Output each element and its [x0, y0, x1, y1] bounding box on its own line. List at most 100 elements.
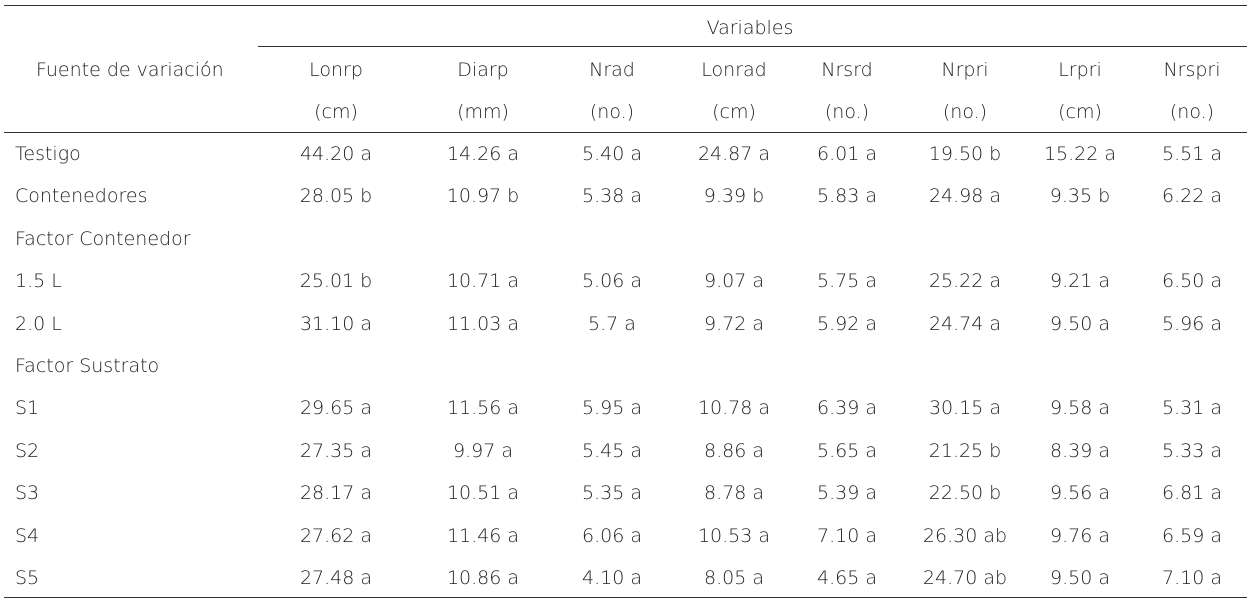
column-unit: (mm) — [457, 101, 509, 123]
column-unit: (cm) — [314, 101, 358, 123]
cell: 9.21 a — [1050, 270, 1110, 293]
cell: 6.59 a — [1162, 524, 1222, 547]
column-unit: (no.) — [589, 101, 635, 123]
column-unit: (no.) — [942, 101, 988, 123]
row-label: S4 — [15, 524, 40, 547]
cell: 6.81 a — [1162, 482, 1222, 505]
cell: 26.30 ab — [922, 524, 1008, 547]
bottom-rule — [4, 597, 1247, 598]
cell: 27.35 a — [299, 439, 373, 462]
row-label: S2 — [15, 439, 40, 462]
cell: 15.22 a — [1043, 143, 1117, 165]
cell: 5.7 a — [588, 312, 636, 335]
cell: 9.50 a — [1050, 567, 1110, 589]
cell: 11.46 a — [446, 524, 520, 547]
cell: 8.39 a — [1050, 439, 1110, 462]
column-name: Lrpri — [1058, 59, 1102, 81]
cell: 10.97 b — [446, 185, 520, 208]
cell: 9.72 a — [704, 312, 764, 335]
cell: 9.97 a — [453, 439, 513, 462]
cell: 4.10 a — [582, 567, 642, 589]
top-rule — [4, 5, 1247, 6]
cell: 6.39 a — [817, 397, 877, 420]
cell: 9.39 b — [703, 185, 765, 208]
cell: 5.92 a — [817, 312, 877, 335]
cell: 22.50 b — [928, 482, 1002, 505]
cell: 6.06 a — [582, 524, 642, 547]
column-name: Lonrp — [309, 59, 363, 81]
row-header: Fuente de variación — [36, 59, 224, 81]
column-unit: (no.) — [824, 101, 870, 123]
row-label: 1.5 L — [15, 270, 62, 293]
cell: 27.62 a — [299, 524, 373, 547]
cell: 24.87 a — [697, 143, 771, 165]
column-unit: (cm) — [712, 101, 756, 123]
cell: 27.48 a — [299, 567, 373, 589]
cell: 10.71 a — [446, 270, 520, 293]
cell: 21.25 b — [928, 439, 1002, 462]
cell: 5.83 a — [817, 185, 877, 208]
cell: 5.40 a — [582, 143, 642, 165]
cell: 8.05 a — [704, 567, 764, 589]
header-rule — [4, 132, 1247, 133]
cell: 9.76 a — [1050, 524, 1110, 547]
row-label: S3 — [15, 482, 40, 505]
column-name: Nrspri — [1163, 59, 1221, 81]
column-unit: (cm) — [1058, 101, 1102, 123]
cell: 10.53 a — [697, 524, 771, 547]
cell: 5.31 a — [1162, 397, 1222, 420]
cell: 24.70 ab — [922, 567, 1008, 589]
cell: 44.20 a — [299, 143, 373, 165]
column-name: Nrsrd — [821, 59, 873, 81]
cell: 7.10 a — [1162, 567, 1222, 589]
group-header: Variables — [706, 17, 794, 39]
row-label: Testigo — [15, 143, 81, 165]
cell: 11.03 a — [446, 312, 520, 335]
cell: 25.22 a — [928, 270, 1002, 293]
cell: 19.50 b — [928, 143, 1002, 165]
cell: 29.65 a — [299, 397, 373, 420]
cell: 6.01 a — [817, 143, 877, 165]
cell: 25.01 b — [299, 270, 373, 293]
cell: 5.35 a — [582, 482, 642, 505]
cell: 9.35 b — [1049, 185, 1111, 208]
cell: 5.38 a — [582, 185, 642, 208]
cell: 8.78 a — [704, 482, 764, 505]
row-label: Factor Sustrato — [15, 355, 160, 377]
cell: 5.39 a — [817, 482, 877, 505]
cell: 5.75 a — [817, 270, 877, 293]
cell: 4.65 a — [817, 567, 877, 589]
cell: 31.10 a — [299, 312, 373, 335]
cell: 6.50 a — [1162, 270, 1222, 293]
cell: 30.15 a — [928, 397, 1002, 420]
cell: 10.86 a — [446, 567, 520, 589]
group-rule — [258, 46, 1247, 47]
cell: 5.06 a — [582, 270, 642, 293]
cell: 8.86 a — [704, 439, 764, 462]
row-label: Contenedores — [15, 185, 148, 208]
cell: 9.07 a — [704, 270, 764, 293]
column-name: Nrad — [589, 59, 635, 81]
cell: 9.56 a — [1050, 482, 1110, 505]
cell: 5.96 a — [1162, 312, 1222, 335]
cell: 10.51 a — [446, 482, 520, 505]
row-label: S1 — [15, 397, 40, 420]
column-name: Lonrad — [701, 59, 767, 81]
cell: 6.22 a — [1162, 185, 1222, 208]
column-name: Diarp — [457, 59, 509, 81]
column-unit: (no.) — [1169, 101, 1215, 123]
cell: 5.51 a — [1162, 143, 1222, 165]
cell: 28.17 a — [299, 482, 373, 505]
cell: 10.78 a — [697, 397, 771, 420]
cell: 5.65 a — [817, 439, 877, 462]
column-name: Nrpri — [941, 59, 989, 81]
cell: 7.10 a — [817, 524, 877, 547]
cell: 24.74 a — [928, 312, 1002, 335]
cell: 11.56 a — [446, 397, 520, 420]
cell: 5.45 a — [582, 439, 642, 462]
cell: 14.26 a — [446, 143, 520, 165]
cell: 9.58 a — [1050, 397, 1110, 420]
cell: 5.33 a — [1162, 439, 1222, 462]
row-label: Factor Contenedor — [15, 227, 191, 250]
